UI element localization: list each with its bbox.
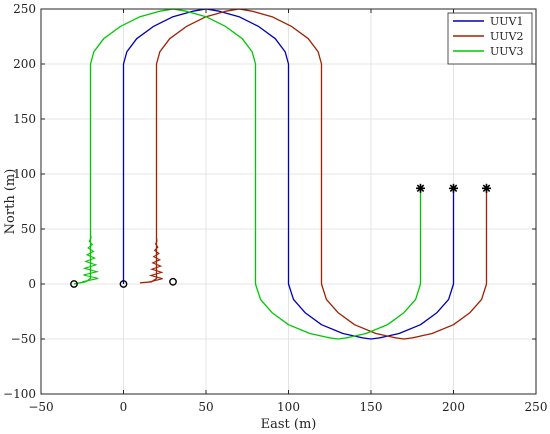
x-tick-label: 250 (525, 400, 548, 414)
y-tick-label: −100 (3, 387, 36, 401)
x-tick-label: 200 (442, 400, 465, 414)
start-marker-uuv2 (169, 277, 177, 286)
x-tick-label: 50 (198, 400, 213, 414)
end-marker-uuv3 (416, 183, 425, 193)
x-tick-label: 150 (360, 400, 383, 414)
y-tick-label: 150 (13, 112, 36, 126)
y-tick-label: 50 (21, 222, 36, 236)
y-tick-label: −50 (11, 332, 36, 346)
oscillation-uuv3 (82, 234, 100, 283)
end-marker-uuv1 (449, 183, 458, 193)
asterisk-stroke (416, 184, 425, 193)
asterisk-stroke (449, 184, 458, 193)
x-tick-label: 100 (277, 400, 300, 414)
y-tick-label: 0 (28, 277, 36, 291)
y-tick-label: 250 (13, 2, 36, 16)
y-axis-title: North (m) (3, 169, 18, 235)
series-line-uuv1 (122, 8, 455, 340)
x-axis-title: East (m) (261, 417, 317, 432)
marker-layer (70, 183, 491, 288)
asterisk-stroke (482, 184, 491, 193)
legend-label-uuv2: UUV2 (490, 30, 523, 43)
start-marker-uuv1 (119, 280, 128, 288)
y-tick-label: 100 (13, 167, 36, 181)
legend: UUV1 UUV2 UUV3 (447, 12, 533, 65)
y-tick-label: 200 (13, 57, 36, 71)
x-tick-label: 0 (120, 400, 128, 414)
end-marker-uuv2 (482, 183, 491, 193)
legend-label-uuv3: UUV3 (490, 45, 523, 58)
start-marker-uuv3 (70, 280, 78, 288)
series-line-uuv3 (73, 8, 422, 340)
legend-label-uuv1: UUV1 (490, 15, 523, 28)
series-line-uuv2 (139, 8, 488, 340)
series-layer (73, 8, 488, 340)
oscillation-uuv2 (148, 237, 164, 283)
x-tick-label: −50 (28, 400, 53, 414)
